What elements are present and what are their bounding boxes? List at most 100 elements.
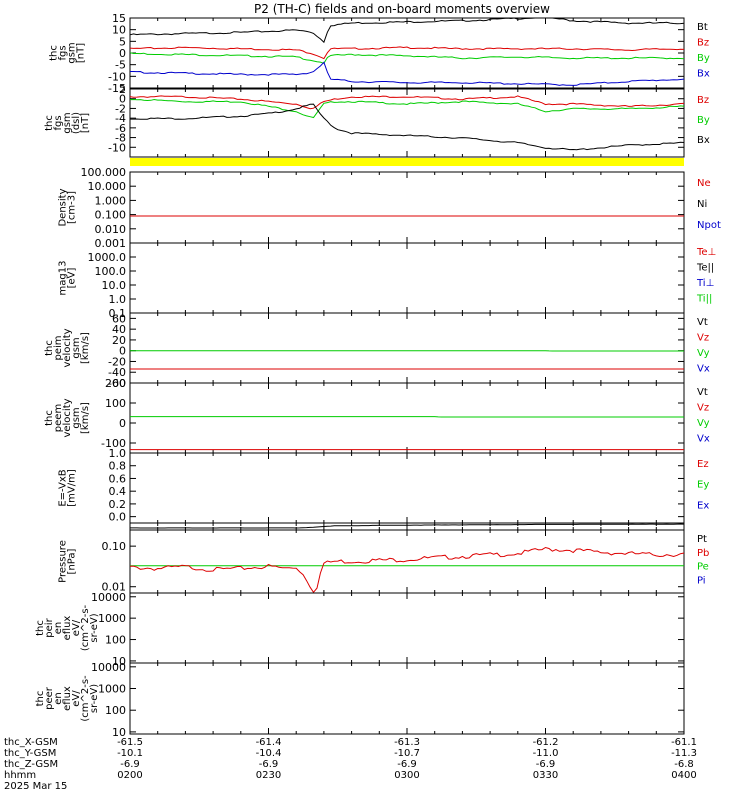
- legend-bx: Bx: [697, 69, 710, 80]
- y-tick-label: -5: [115, 59, 126, 72]
- plot-title: P2 (TH-C) fields and on-board moments ov…: [254, 2, 550, 16]
- y-axis-label: sr-eV): [89, 684, 100, 713]
- x-tick-label: -61.1: [671, 737, 697, 748]
- y-axis-label: en: [53, 622, 64, 635]
- x-tick-label: -6.8: [674, 759, 694, 770]
- y-axis-label: mag13: [58, 261, 69, 296]
- x-tick-label: -11.3: [671, 748, 697, 759]
- x-tick-label: -6.9: [397, 759, 417, 770]
- y-axis-label: [km/s]: [80, 332, 91, 364]
- y-axis-label: eflux: [62, 616, 73, 641]
- y-tick-label: 100.000: [81, 166, 127, 179]
- y-tick-label: -15: [108, 82, 126, 95]
- y-axis-label: fgs: [58, 45, 69, 60]
- panel-10: 10000 1000 100 10 thcpeirenefluxeV/(cm^2-s-s…: [35, 591, 685, 668]
- legend-vy: Vy: [697, 418, 710, 429]
- series-pt-line: [130, 523, 685, 529]
- x-row-label: thc_Y-GSM: [4, 748, 56, 759]
- x-tick-label: -10.7: [394, 748, 420, 759]
- x-tick-label: -61.2: [533, 737, 559, 748]
- legend-vx: Vx: [697, 434, 710, 445]
- y-axis-label: fgs: [53, 115, 64, 130]
- x-tick-label: -6.9: [536, 759, 556, 770]
- x-tick-label: 0200: [117, 770, 142, 781]
- y-axis-label: peer: [44, 686, 55, 710]
- x-tick-label: 0400: [671, 770, 696, 781]
- y-tick-label: 60: [112, 312, 126, 325]
- x-tick-label: -10.1: [117, 748, 143, 759]
- legend-vz: Vz: [697, 333, 709, 344]
- y-tick-label: 0.100: [95, 209, 127, 222]
- y-axis-label: en: [53, 692, 64, 705]
- y-tick-label: 0.1: [109, 307, 127, 320]
- legend-pt: Pt: [697, 534, 707, 545]
- y-axis-label: peim: [53, 335, 64, 360]
- y-tick-label: 10000: [91, 591, 126, 604]
- y-axis-label: velocity: [62, 328, 73, 367]
- y-tick-label: 0.010: [95, 223, 127, 236]
- legend-by: By: [697, 115, 710, 126]
- panels: 151050-5-10-15thcfgsgsm[nT]BtBzByBx20-2-…: [35, 12, 721, 739]
- x-tick-label: 0330: [533, 770, 558, 781]
- y-tick-label: 10: [112, 24, 126, 37]
- y-axis-label: [mV/m]: [67, 469, 78, 507]
- y-axis-label: eV/: [71, 619, 82, 636]
- y-axis-label: [eV]: [67, 268, 78, 289]
- legend-bz: Bz: [697, 38, 709, 49]
- y-tick-label: -4: [115, 112, 126, 125]
- y-tick-label: -60: [108, 377, 126, 390]
- y-tick-label: 15: [112, 12, 126, 25]
- y-tick-label: 1.0: [109, 293, 127, 306]
- x-tick-label: 0230: [256, 770, 281, 781]
- legend-ez: Ez: [697, 459, 709, 470]
- series-pb-line: [129, 546, 685, 594]
- y-axis-label: [nT]: [76, 43, 87, 63]
- y-tick-label: 1000.0: [88, 251, 127, 264]
- legend-pb: Pb: [697, 548, 709, 559]
- legend-ti: Ti||: [696, 294, 712, 305]
- legend-ti: Ti⊥: [696, 278, 714, 289]
- legend-vz: Vz: [697, 403, 709, 414]
- y-tick-label: 10.000: [88, 180, 127, 193]
- y-tick-label: 100: [105, 704, 126, 717]
- x-tick-label: -6.9: [120, 759, 140, 770]
- y-tick-label: -20: [108, 355, 126, 368]
- legend-pi: Pi: [697, 575, 706, 586]
- x-tick-label: -61.3: [394, 737, 420, 748]
- y-tick-label: 0: [119, 93, 126, 106]
- y-axis-label: Density: [58, 188, 69, 226]
- yellow-status-bar: [130, 158, 684, 166]
- series-bz-line: [129, 95, 685, 110]
- series-bx-line: [130, 103, 685, 151]
- x-tick-label: 0300: [394, 770, 419, 781]
- x-tick-label: -61.4: [256, 737, 282, 748]
- y-tick-label: 1.0: [109, 447, 127, 460]
- y-axis-label: peir: [44, 617, 55, 637]
- y-tick-label: 0.0: [109, 511, 127, 524]
- y-tick-label: 10.0: [102, 279, 127, 292]
- y-axis-label: (cm^2-s-: [80, 604, 91, 651]
- series-by-line: [129, 98, 685, 119]
- y-tick-label: 0: [119, 417, 126, 430]
- y-tick-label: 200: [105, 377, 126, 390]
- y-axis-label: thc: [35, 620, 46, 636]
- legend-bt: Bt: [697, 22, 708, 33]
- x-row-label: hhmm: [4, 770, 36, 781]
- y-axis-label: E=-VxB: [58, 469, 69, 506]
- y-tick-label: 10: [112, 655, 126, 668]
- y-axis-label: gsm: [71, 337, 82, 358]
- y-tick-label: -8: [115, 132, 126, 145]
- x-tick-label: -11.0: [533, 748, 559, 759]
- legend-by: By: [697, 53, 710, 64]
- x-row-label: thc_X-GSM: [4, 737, 58, 748]
- legend-npot: Npot: [697, 220, 721, 231]
- y-tick-label: 0: [119, 345, 126, 358]
- y-tick-label: 5: [119, 35, 126, 48]
- legend-bx: Bx: [697, 135, 710, 146]
- legend-bz: Bz: [697, 95, 709, 106]
- legend-ne: Ne: [697, 178, 711, 189]
